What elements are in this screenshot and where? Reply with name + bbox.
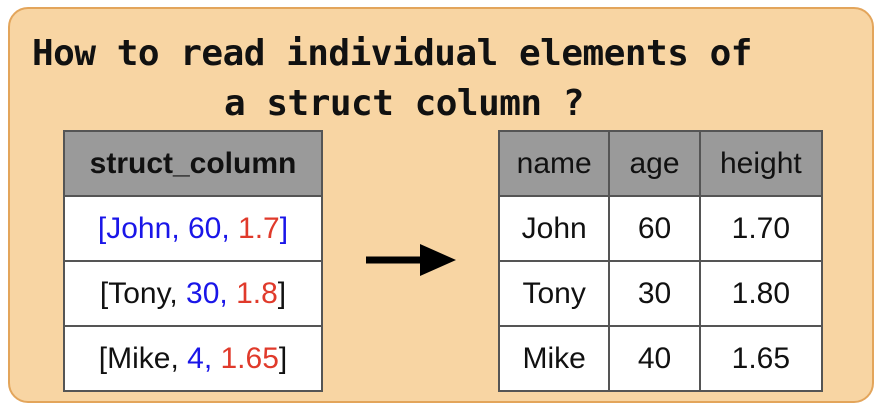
name-cell: John	[497, 195, 611, 262]
struct-row: [Mike, 4, 1.65]	[63, 325, 323, 392]
struct-height: 1.7	[238, 211, 280, 245]
age-cell: 40	[608, 325, 701, 392]
struct-cell: [John, 60, 1.7]	[63, 195, 323, 262]
table-row: John 60 1.70	[497, 195, 824, 262]
expanded-columns-table: name age height John 60 1.70 Tony 30 1.8…	[497, 130, 824, 392]
age-cell: 60	[608, 195, 701, 262]
struct-open-bracket: [	[98, 341, 108, 375]
struct-column-header: struct_column	[63, 130, 323, 197]
struct-close-bracket: ]	[279, 211, 289, 245]
struct-separator: ,	[171, 211, 188, 245]
struct-close-bracket: ]	[278, 341, 288, 375]
height-cell: 1.80	[698, 260, 824, 327]
struct-open-bracket: [	[99, 276, 109, 310]
title-line-2: a struct column ?	[224, 83, 584, 124]
struct-age: 30	[186, 276, 220, 310]
struct-cell: [Tony, 30, 1.8]	[63, 260, 323, 327]
name-cell: Mike	[497, 325, 611, 392]
title-line-1: How to read individual elements of	[32, 33, 752, 74]
struct-separator: ,	[170, 341, 188, 375]
height-cell: 1.65	[698, 325, 824, 392]
struct-name: Tony	[108, 276, 170, 310]
struct-name: Mike	[107, 341, 171, 375]
right-arrow-icon	[366, 244, 456, 276]
column-header-age: age	[608, 130, 701, 197]
table-row: Tony 30 1.80	[497, 260, 824, 327]
struct-open-bracket: [	[97, 211, 107, 245]
struct-age: 4	[187, 341, 204, 375]
struct-column-table: struct_column [John, 60, 1.7] [Tony, 30,…	[63, 130, 323, 392]
struct-cell: [Mike, 4, 1.65]	[63, 325, 323, 392]
name-cell: Tony	[497, 260, 611, 327]
column-header-height: height	[698, 130, 824, 197]
age-cell: 30	[608, 260, 701, 327]
struct-height: 1.65	[220, 341, 279, 375]
struct-height: 1.8	[236, 276, 278, 310]
struct-separator: ,	[203, 341, 221, 375]
column-header-name: name	[497, 130, 611, 197]
table-row: Mike 40 1.65	[497, 325, 824, 392]
struct-separator: ,	[219, 276, 237, 310]
struct-separator: ,	[221, 211, 239, 245]
struct-name: John	[106, 211, 172, 245]
struct-row: [Tony, 30, 1.8]	[63, 260, 323, 327]
struct-row: [John, 60, 1.7]	[63, 195, 323, 262]
struct-separator: ,	[169, 276, 187, 310]
struct-age: 60	[187, 211, 222, 245]
height-cell: 1.70	[698, 195, 824, 262]
struct-close-bracket: ]	[277, 276, 287, 310]
